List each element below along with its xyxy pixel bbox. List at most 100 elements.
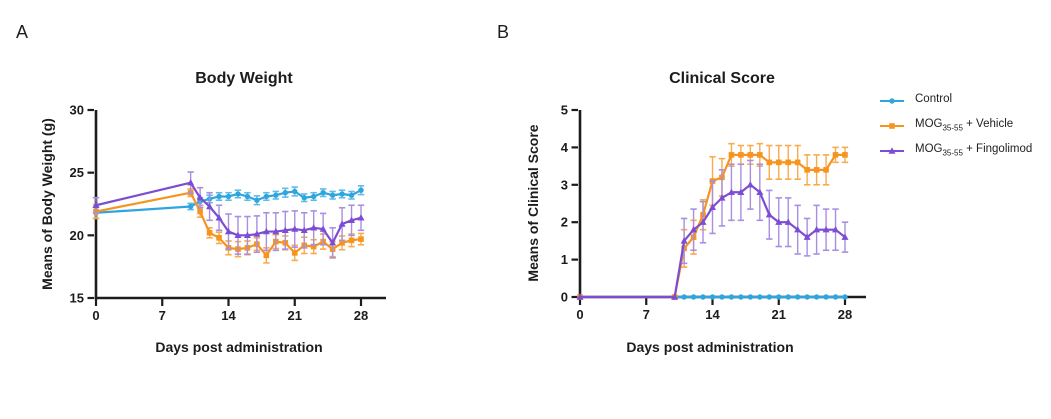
marker-square <box>813 167 820 173</box>
y-tick-label: 3 <box>561 177 568 192</box>
marker-triangle <box>338 220 346 227</box>
y-axis-label: Means of Body Weight (g) <box>39 118 55 290</box>
x-tick-label: 0 <box>92 308 99 323</box>
marker-circle <box>310 193 317 200</box>
y-axis-label: Means of Clinical Score <box>525 124 541 281</box>
marker-triangle <box>206 202 214 210</box>
marker-circle <box>329 192 336 198</box>
marker-triangle <box>187 178 195 186</box>
y-tick-label: 20 <box>70 228 84 243</box>
marker-square <box>339 240 345 246</box>
marker-triangle <box>699 218 707 225</box>
x-tick-label: 14 <box>705 307 720 322</box>
marker-circle <box>273 192 279 198</box>
marker-square <box>728 152 735 158</box>
x-tick-label: 14 <box>221 308 236 323</box>
marker-square <box>757 152 763 158</box>
marker-triangle <box>215 214 223 221</box>
marker-square <box>348 237 355 244</box>
marker-triangle <box>576 293 584 300</box>
marker-triangle <box>718 194 726 201</box>
marker-square <box>747 152 754 158</box>
marker-circle <box>681 294 687 300</box>
marker-circle <box>235 191 241 197</box>
marker-square <box>804 167 810 173</box>
marker-circle <box>700 294 706 300</box>
marker-triangle <box>746 181 754 188</box>
legend-item-vehicle: MOG35-55 + Vehicle <box>879 113 1032 138</box>
marker-triangle <box>272 227 280 235</box>
y-tick-label: 4 <box>561 140 569 155</box>
marker-square <box>889 122 895 129</box>
marker-circle <box>187 203 194 210</box>
series-mog35-55-fingolimod <box>92 171 365 259</box>
marker-triangle <box>756 188 764 195</box>
marker-circle <box>320 190 326 196</box>
marker-circle <box>832 294 839 300</box>
marker-triangle <box>794 225 802 233</box>
marker-triangle <box>262 227 270 235</box>
marker-triangle <box>329 239 337 246</box>
marker-triangle <box>243 231 251 239</box>
marker-triangle <box>281 226 289 234</box>
marker-circle <box>889 97 895 104</box>
marker-circle <box>747 294 754 300</box>
x-tick-label: 28 <box>354 308 368 323</box>
y-tick-label: 0 <box>561 290 568 305</box>
marker-circle <box>339 191 345 197</box>
x-tick-label: 7 <box>159 308 166 323</box>
marker-circle <box>842 294 848 300</box>
marker-circle <box>225 193 232 200</box>
series-mog35-55-fingolimod <box>576 159 849 300</box>
x-tick-label: 21 <box>288 308 302 323</box>
marker-circle <box>757 294 763 300</box>
marker-circle <box>254 197 260 203</box>
legend-item-label: MOG35-55 + Vehicle <box>915 118 1014 133</box>
marker-triangle <box>310 224 318 231</box>
marker-square <box>291 250 298 256</box>
chart-title: Body Weight <box>195 70 293 87</box>
marker-triangle <box>765 211 773 218</box>
marker-triangle <box>832 225 840 233</box>
marker-square <box>358 236 364 242</box>
marker-circle <box>794 294 801 300</box>
marker-triangle <box>727 188 735 195</box>
marker-square <box>842 152 848 158</box>
marker-triangle <box>822 225 830 233</box>
x-tick-label: 21 <box>772 307 786 322</box>
marker-triangle <box>196 194 204 201</box>
marker-square <box>823 167 829 173</box>
marker-circle <box>690 294 697 300</box>
chart-title: Clinical Score <box>669 70 775 87</box>
x-tick-label: 0 <box>576 307 583 322</box>
marker-triangle <box>784 218 792 225</box>
legend-item-label: Control <box>915 93 953 106</box>
marker-triangle <box>680 237 688 244</box>
marker-circle <box>785 294 791 300</box>
marker-circle <box>728 294 735 300</box>
marker-square <box>206 230 213 236</box>
legend: Control MOG35-55 + Vehicle MOG35-55 + Fi… <box>879 88 1032 163</box>
y-tick-label: 25 <box>70 165 84 180</box>
marker-triangle <box>737 188 745 195</box>
marker-circle <box>216 193 222 200</box>
panel-letter-b: B <box>497 22 510 42</box>
marker-circle <box>244 193 251 200</box>
marker-triangle <box>888 146 896 154</box>
marker-triangle <box>671 293 679 300</box>
marker-square <box>310 243 317 250</box>
marker-circle <box>766 294 772 300</box>
marker-circle <box>823 294 829 300</box>
marker-square <box>785 159 792 166</box>
marker-circle <box>804 294 810 300</box>
marker-triangle <box>357 214 365 221</box>
marker-circle <box>719 294 725 300</box>
x-axis-label: Days post administration <box>155 339 322 355</box>
legend-marker-vehicle-icon <box>880 122 904 129</box>
marker-triangle <box>300 226 308 234</box>
legend-item-fingolimod: MOG35-55 + Fingolimod <box>879 138 1032 163</box>
marker-triangle <box>841 233 849 240</box>
